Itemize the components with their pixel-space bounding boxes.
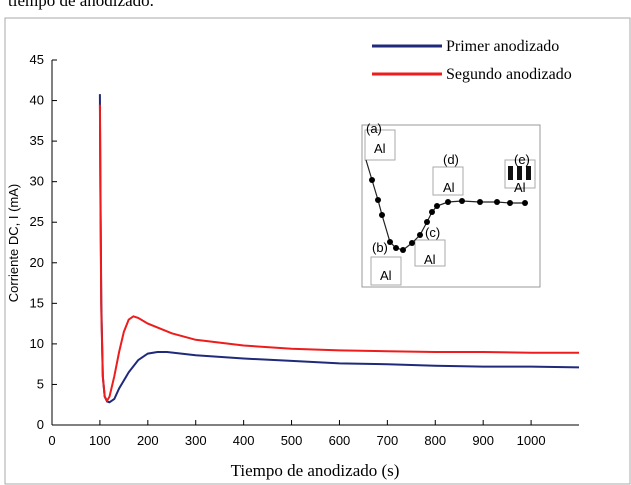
y-tick-label: 15 — [30, 295, 44, 310]
y-tick-label: 40 — [30, 93, 44, 108]
inset-dot — [400, 247, 406, 253]
inset-dot — [477, 199, 483, 205]
inset-dot — [459, 198, 465, 204]
inset-dot — [387, 239, 393, 245]
inset-dot — [507, 200, 513, 206]
y-tick-label: 10 — [30, 336, 44, 351]
x-tick-label: 1000 — [517, 433, 546, 448]
y-tick-label: 25 — [30, 214, 44, 229]
x-axis-title: Tiempo de anodizado (s) — [231, 461, 400, 480]
x-tick-label: 900 — [472, 433, 494, 448]
inset-label: (a) — [366, 121, 382, 136]
y-tick-label: 35 — [30, 133, 44, 148]
x-tick-label: 700 — [377, 433, 399, 448]
y-tick-label: 20 — [30, 255, 44, 270]
inset-dot — [445, 199, 451, 205]
inset-label: (d) — [443, 152, 459, 167]
inset-material: Al — [514, 180, 526, 195]
inset: (a) Al (b) Al (c) Al (d) Al (e) Al — [361, 121, 541, 288]
inset-material: Al — [443, 180, 455, 195]
inset-label: (e) — [514, 152, 530, 167]
y-tick-label: 45 — [30, 52, 44, 67]
x-tick-label: 300 — [185, 433, 207, 448]
inset-box — [364, 129, 396, 161]
inset-dot — [429, 209, 435, 215]
legend-label: Segundo anodizado — [446, 66, 572, 83]
inset-dot — [375, 197, 381, 203]
x-tick-label: 600 — [329, 433, 351, 448]
inset-dot — [379, 212, 385, 218]
y-tick-label: 30 — [30, 174, 44, 189]
series-line — [98, 104, 579, 403]
y-axis-title: Corriente DC, I (mA) — [6, 184, 21, 302]
inset-label: (b) — [372, 240, 388, 255]
x-tick-label: 800 — [424, 433, 446, 448]
inset-box — [414, 239, 446, 267]
inset-dot — [409, 240, 415, 246]
inset-dot — [522, 200, 528, 206]
x-tick-label: 0 — [48, 433, 55, 448]
inset-pores — [508, 166, 531, 180]
caption-fragment: tiempo de anodizado. — [8, 0, 154, 10]
inset-box — [370, 256, 402, 286]
inset-dot — [424, 219, 430, 225]
x-tick-label: 400 — [233, 433, 255, 448]
figure-frame — [4, 17, 631, 485]
x-tick-label: 100 — [89, 433, 111, 448]
x-tick-label: 500 — [281, 433, 303, 448]
legend-label: Primer anodizado — [446, 38, 559, 55]
inset-material: Al — [380, 268, 392, 283]
y-tick-label: 5 — [37, 376, 44, 391]
inset-dot — [494, 199, 500, 205]
inset-dot — [369, 177, 375, 183]
inset-label: (c) — [425, 225, 440, 240]
inset-dot — [393, 245, 399, 251]
inset-dots — [369, 177, 528, 253]
y-tick-label: 0 — [37, 417, 44, 432]
inset-box — [432, 166, 464, 196]
inset-dot — [434, 203, 440, 209]
x-tick-label: 200 — [137, 433, 159, 448]
inset-material: Al — [374, 141, 386, 156]
inset-material: Al — [424, 252, 436, 267]
inset-dot — [417, 232, 423, 238]
